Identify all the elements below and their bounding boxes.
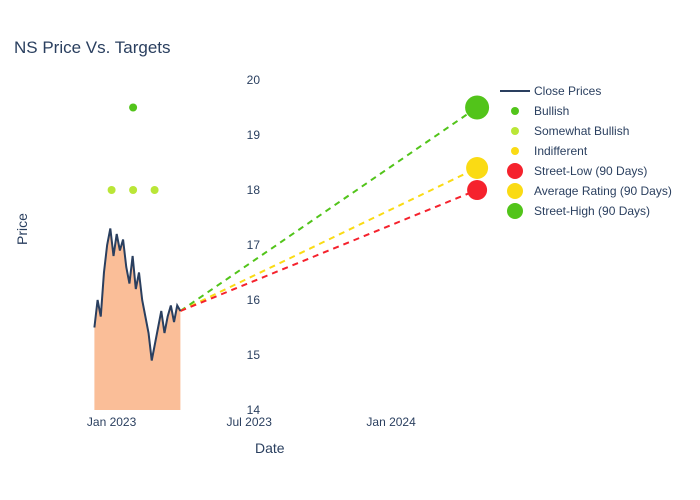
legend-label: Somewhat Bullish bbox=[534, 124, 629, 138]
target-marker-2 bbox=[467, 180, 487, 200]
analyst-dot-1 bbox=[129, 186, 137, 194]
legend-item: Indifferent bbox=[500, 142, 672, 160]
x-tick: Jan 2024 bbox=[366, 415, 415, 429]
y-tick: 20 bbox=[230, 73, 260, 87]
legend-swatch bbox=[500, 124, 530, 138]
y-tick: 15 bbox=[230, 348, 260, 362]
chart-title: NS Price Vs. Targets bbox=[14, 38, 171, 58]
legend-label: Street-High (90 Days) bbox=[534, 204, 650, 218]
target-marker-0 bbox=[465, 96, 489, 120]
chart-container: NS Price Vs. Targets Price Date 14151617… bbox=[0, 0, 700, 500]
legend-item: Close Prices bbox=[500, 82, 672, 100]
legend-swatch bbox=[500, 84, 530, 98]
y-tick: 17 bbox=[230, 238, 260, 252]
legend-swatch bbox=[500, 144, 530, 158]
legend-swatch bbox=[500, 184, 530, 198]
legend-label: Bullish bbox=[534, 104, 569, 118]
legend: Close Prices Bullish Somewhat Bullish Indif… bbox=[500, 82, 672, 222]
plot-svg bbox=[60, 80, 490, 410]
legend-label: Average Rating (90 Days) bbox=[534, 184, 672, 198]
legend-item: Somewhat Bullish bbox=[500, 122, 672, 140]
legend-item: Street-High (90 Days) bbox=[500, 202, 672, 220]
y-tick: 16 bbox=[230, 293, 260, 307]
legend-swatch bbox=[500, 164, 530, 178]
x-tick: Jan 2023 bbox=[87, 415, 136, 429]
analyst-dot-3 bbox=[151, 186, 159, 194]
legend-label: Indifferent bbox=[534, 144, 587, 158]
legend-item: Bullish bbox=[500, 102, 672, 120]
forecast-line-0 bbox=[180, 108, 477, 312]
legend-item: Street-Low (90 Days) bbox=[500, 162, 672, 180]
target-marker-1 bbox=[466, 157, 488, 179]
y-tick: 18 bbox=[230, 183, 260, 197]
analyst-dot-2 bbox=[129, 104, 137, 112]
legend-label: Close Prices bbox=[534, 84, 601, 98]
plot-area bbox=[60, 80, 490, 410]
legend-item: Average Rating (90 Days) bbox=[500, 182, 672, 200]
legend-label: Street-Low (90 Days) bbox=[534, 164, 647, 178]
x-axis-label: Date bbox=[255, 440, 285, 456]
x-tick: Jul 2023 bbox=[227, 415, 272, 429]
y-axis-label: Price bbox=[14, 213, 30, 245]
legend-swatch bbox=[500, 104, 530, 118]
y-tick: 19 bbox=[230, 128, 260, 142]
legend-swatch bbox=[500, 204, 530, 218]
analyst-dot-0 bbox=[108, 186, 116, 194]
forecast-line-1 bbox=[180, 168, 477, 311]
